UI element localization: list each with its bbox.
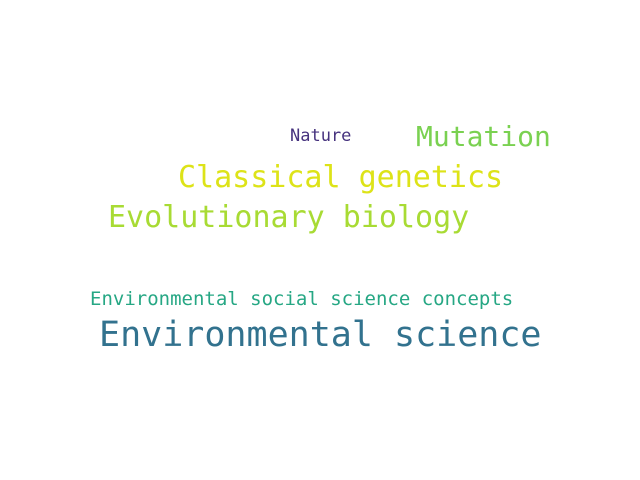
word-environmental-social-science-concepts: Environmental social science concepts xyxy=(90,288,514,310)
word-evolutionary-biology: Evolutionary biology xyxy=(108,200,470,235)
word-mutation: Mutation xyxy=(416,120,551,153)
word-environmental-science: Environmental science xyxy=(99,315,542,355)
word-classical-genetics: Classical genetics xyxy=(178,160,504,195)
word-nature: Nature xyxy=(290,126,352,146)
